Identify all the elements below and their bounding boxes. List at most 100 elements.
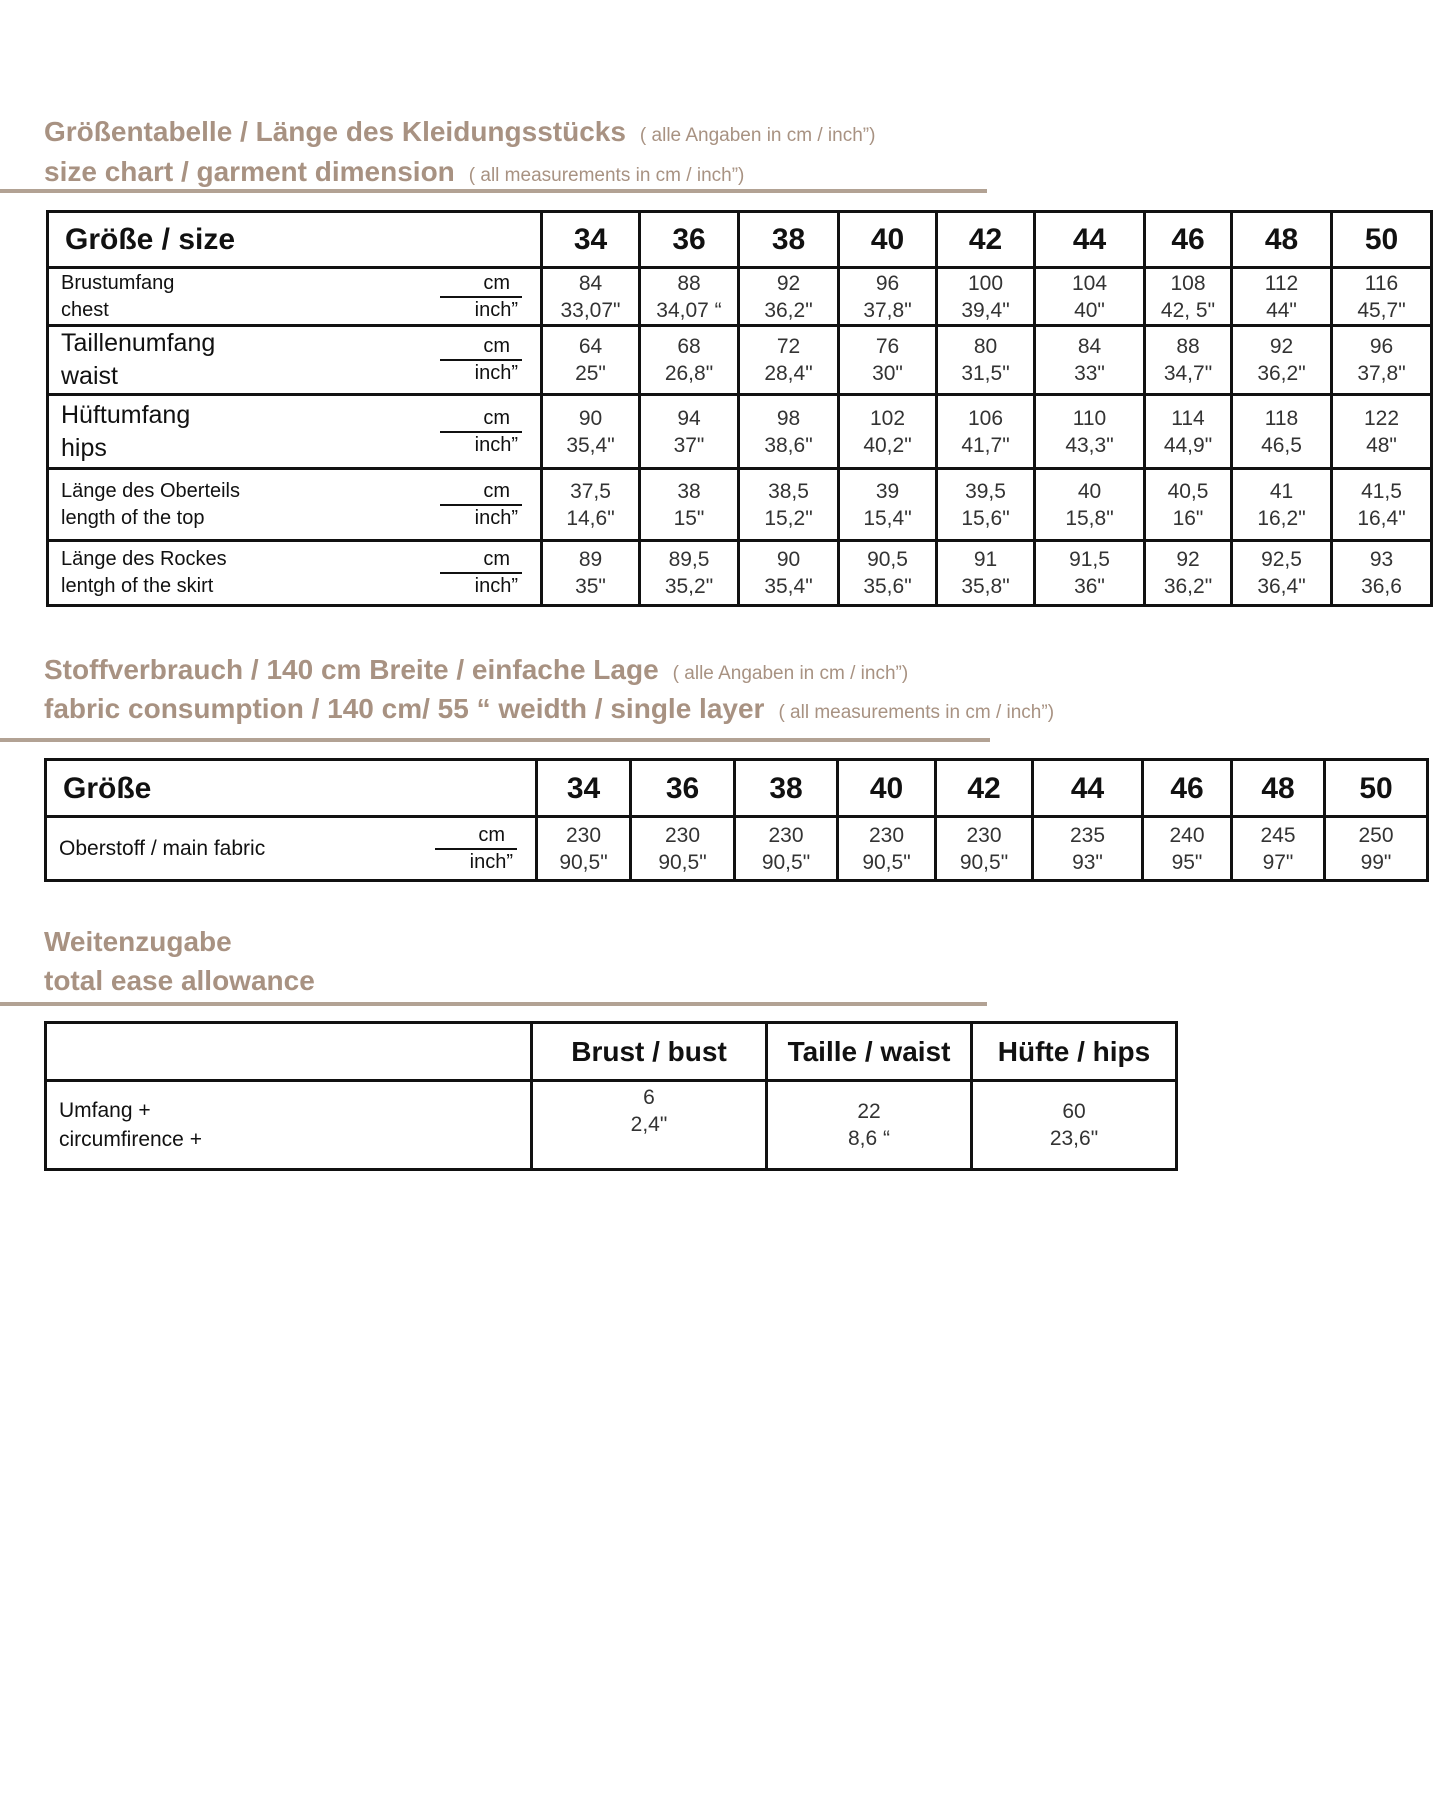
- value-cell: 68 26,8": [638, 324, 740, 396]
- value-cell: 41 16,2": [1230, 467, 1333, 542]
- size-header-row: Größe / size 34 36 38 40 42 44 46 48 50: [46, 210, 1433, 269]
- cm-value: 22: [857, 1100, 881, 1123]
- value-cell: 39,5 15,6": [935, 467, 1036, 542]
- cm-value: 90,5: [867, 548, 908, 571]
- inch-value: 35,8": [961, 575, 1010, 598]
- cm-value: 100: [967, 271, 1004, 295]
- size-chart-title-de: Größentabelle / Länge des Kleidungsstück…: [44, 116, 876, 147]
- value-cell: 92 36,2": [737, 266, 840, 327]
- row-label-de: Länge des Oberteils: [61, 479, 241, 502]
- cm-value: 84: [578, 271, 603, 295]
- cm-value: 230: [664, 823, 701, 847]
- value-cell: 122 48": [1330, 393, 1433, 470]
- value-cell: 37,5 14,6": [540, 467, 641, 542]
- cm-value: 230: [768, 823, 804, 847]
- ease-header: Hüfte / hips: [970, 1021, 1178, 1082]
- size-header: 44: [1033, 210, 1146, 269]
- inch-value: 26,8": [664, 362, 714, 385]
- value-cell: 240 95": [1141, 815, 1233, 882]
- inch-value: 36,4": [1257, 575, 1306, 598]
- value-cell: 88 34,7": [1143, 324, 1233, 396]
- inch-value: 44,9": [1163, 433, 1213, 457]
- ease-header-row: Brust / bust Taille / waist Hüfte / hips: [44, 1021, 1178, 1082]
- cm-value: 92: [776, 271, 801, 295]
- value-cell: 60 23,6": [970, 1079, 1178, 1171]
- inch-value: 42, 5": [1160, 298, 1216, 322]
- value-cell: 98 38,6": [737, 393, 840, 470]
- row-label-en: waist: [61, 362, 118, 390]
- size-header: 36: [629, 758, 736, 818]
- size-header: 48: [1230, 758, 1326, 818]
- size-header: 36: [638, 210, 740, 269]
- inch-value: 28,4": [764, 362, 813, 385]
- inch-value: 40": [1074, 298, 1105, 322]
- inch-value: 38,6": [764, 433, 813, 457]
- size-chart-title-en: size chart / garment dimension( all meas…: [44, 156, 745, 187]
- inch-value: 37": [673, 433, 705, 457]
- inch-value: 16,2": [1257, 506, 1306, 530]
- fabric-title-en: fabric consumption / 140 cm/ 55 “ weidth…: [44, 693, 1055, 724]
- value-cell: 230 90,5": [934, 815, 1034, 882]
- cm-value: 41: [1269, 479, 1294, 503]
- value-cell: 39 15,4": [837, 467, 938, 542]
- inch-value: 15,8": [1065, 506, 1114, 530]
- cm-value: 245: [1260, 823, 1296, 847]
- value-cell: 88 34,07 “: [638, 266, 740, 327]
- cm-value: 98: [776, 406, 801, 430]
- inch-value: 15,6": [961, 506, 1010, 530]
- cm-value: 108: [1170, 271, 1206, 295]
- ease-header: Brust / bust: [530, 1021, 768, 1082]
- inch-value: 8,6 “: [847, 1127, 891, 1150]
- cm-value: 94: [677, 406, 701, 430]
- unit-label: cm inch”: [435, 823, 517, 875]
- cm-value: 40,5: [1167, 479, 1209, 503]
- cm-value: 88: [677, 271, 701, 295]
- divider: [0, 189, 987, 193]
- size-header: 38: [733, 758, 839, 818]
- cm-value: 84: [1077, 335, 1102, 358]
- value-cell: 102 40,2": [837, 393, 938, 470]
- cm-value: 118: [1264, 406, 1299, 430]
- inch-value: 46,5: [1261, 433, 1302, 457]
- value-cell: 106 41,7": [935, 393, 1036, 470]
- size-header-label: Größe / size: [46, 210, 543, 269]
- inch-value: 15,4": [863, 506, 912, 530]
- inch-value: 33": [1074, 362, 1105, 385]
- size-header: 40: [837, 210, 938, 269]
- inch-value: 33,07": [560, 298, 621, 322]
- inch-value: 2,4": [630, 1113, 668, 1136]
- inch-value: 35,2": [664, 575, 714, 598]
- row-label: Brustumfang chest cm inch”: [46, 266, 543, 327]
- cm-value: 88: [1176, 335, 1200, 358]
- ease-title-en: total ease allowance: [44, 965, 315, 996]
- inch-value: 34,07 “: [656, 298, 722, 322]
- value-cell: 64 25": [540, 324, 641, 396]
- row-label-en: hips: [61, 433, 107, 462]
- value-cell: 90,5 35,6": [837, 539, 938, 607]
- inch-value: 99": [1360, 850, 1392, 874]
- row-label-de: Brustumfang: [61, 271, 175, 294]
- inch-value: 36,2": [1257, 362, 1306, 385]
- cm-value: 230: [966, 823, 1002, 847]
- value-cell: 235 93": [1031, 815, 1144, 882]
- unit-label: cm inch”: [440, 406, 522, 458]
- value-cell: 22 8,6 “: [765, 1079, 973, 1171]
- size-header: 44: [1031, 758, 1144, 818]
- inch-value: 90,5": [862, 850, 911, 874]
- cm-value: 39: [875, 479, 900, 503]
- size-chart-table: Größe / size 34 36 38 40 42 44 46 48 50 Brustumf…: [46, 210, 1433, 607]
- value-cell: 92,5 36,4": [1230, 539, 1333, 607]
- inch-value: 36,2": [764, 298, 813, 322]
- inch-value: 16,4": [1357, 506, 1406, 530]
- row-label: Taillenumfang waist cm inch”: [46, 324, 543, 396]
- cm-value: 91,5: [1069, 548, 1110, 571]
- inch-value: 30": [872, 362, 903, 385]
- inch-value: 16": [1172, 506, 1204, 530]
- row-label-de: Hüftumfang: [61, 400, 191, 429]
- value-cell: 100 39,4": [935, 266, 1036, 327]
- unit-label: cm inch”: [440, 271, 522, 323]
- inch-value: 15": [673, 506, 705, 530]
- size-header: 50: [1330, 210, 1433, 269]
- cm-value: 112: [1264, 271, 1299, 295]
- value-cell: 84 33": [1033, 324, 1146, 396]
